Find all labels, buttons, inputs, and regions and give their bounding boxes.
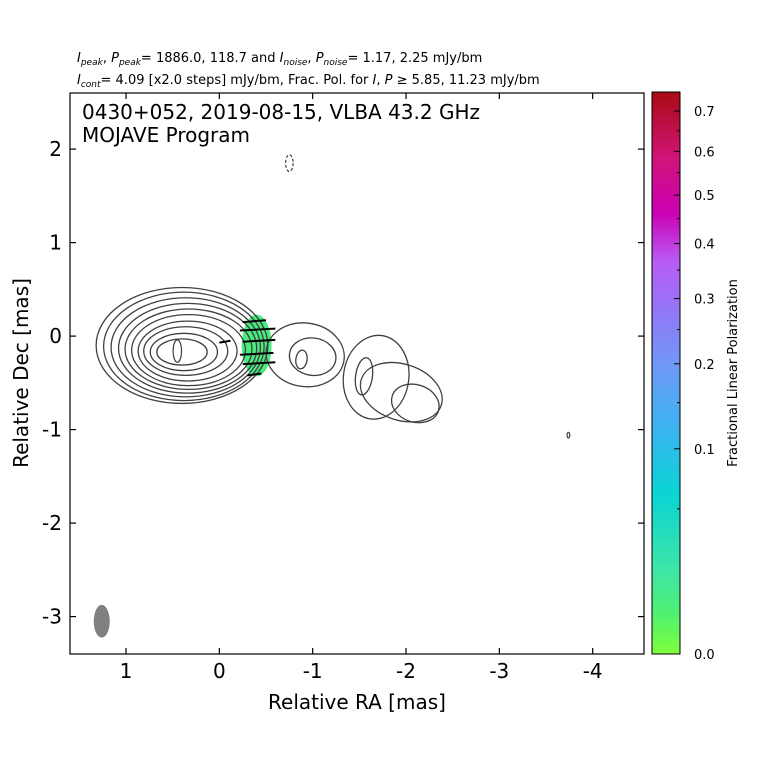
header-p-symbol: P: [111, 51, 119, 66]
contour-jet-knot-6: [390, 383, 440, 424]
contour-jet-knot-3: [359, 361, 443, 423]
header-p-sub: peak: [118, 58, 142, 68]
evpa-tick-2: [242, 338, 276, 343]
evpa-tick-5: [247, 372, 262, 377]
header-sep-2: ,: [307, 51, 315, 66]
header-p2-sub: noise: [324, 58, 348, 68]
header-i-symbol: I: [77, 51, 81, 66]
header-line-2: Icont= 4.09 [x2.0 steps] mJy/bm, Frac. P…: [77, 73, 540, 90]
plot-frame: [69, 92, 645, 655]
colorbar-tick-label: 0.4: [694, 238, 715, 253]
y-tick-label: 1: [49, 231, 62, 255]
colorbar-tick-label: 0.5: [694, 189, 715, 204]
y-axis-label: Relative Dec [mas]: [9, 278, 33, 468]
evpa-tick-6: [219, 339, 231, 344]
contour-core-2: [110, 297, 262, 398]
header-i2-sub: noise: [283, 58, 307, 68]
plot-title-line-1: 0430+052, 2019-08-15, VLBA 43.2 GHz: [82, 100, 480, 124]
contour-isolated-0: [172, 339, 183, 363]
header-sep: ,: [103, 51, 111, 66]
contour-core-1: [102, 291, 265, 402]
y-tick-label: -2: [42, 511, 62, 535]
evpa-tick-4: [242, 361, 276, 366]
contour-jet-knot-2: [295, 349, 308, 370]
header-line-1: Ipeak, Ppeak= 1886.0, 118.7 and Inoise, …: [77, 51, 482, 68]
plot-title-line-2: MOJAVE Program: [82, 123, 250, 147]
header-cont-threshold: ≥ 5.85, 11.23 mJy/bm: [392, 73, 539, 88]
colorbar-label: Fractional Linear Polarization: [726, 279, 741, 467]
axis-ticks: 1 0 -1 -2 -3 -4 2 1 0 -1 -2 -3: [42, 93, 644, 683]
contour-core-5: [130, 313, 247, 387]
x-tick-label: 1: [120, 659, 133, 683]
header-i2-symbol: I: [280, 51, 284, 66]
contour-core-6: [137, 320, 238, 382]
contour-jet-knot-0: [265, 322, 345, 388]
header-noise-values: = 1.17, 2.25 mJy/bm: [347, 51, 482, 66]
colorbar-tick-label: 0.2: [694, 358, 715, 373]
colorbar-tick-label: 0.3: [694, 293, 715, 308]
header-cont-sub: cont: [81, 80, 101, 90]
y-tick-label: -1: [42, 418, 62, 442]
header-cont-sep: ,: [376, 73, 384, 88]
contour-isolated-1: [285, 154, 294, 173]
colorbar-tick-label: 0.1: [694, 443, 715, 458]
contour-jet-knot-1: [288, 337, 337, 377]
beam-ellipse: [93, 604, 110, 638]
header-peak-values: = 1886.0, 118.7 and: [141, 51, 280, 66]
contour-isolated-2: [566, 431, 571, 439]
x-tick-label: -3: [489, 659, 509, 683]
header-p2-symbol: P: [316, 51, 324, 66]
header-cont-p: P: [385, 73, 393, 88]
y-tick-label: 2: [49, 137, 62, 161]
contour-core-8: [149, 332, 219, 372]
evpa-tick-0: [242, 319, 267, 324]
colorbar-ticks: 0.0 0.1 0.2 0.3 0.4 0.5 0.6 0.7: [674, 105, 715, 663]
header-cont-symbol: I: [77, 73, 81, 88]
x-tick-label: -2: [396, 659, 416, 683]
contour-core-9: [156, 338, 208, 366]
contour-core-4: [124, 308, 253, 391]
colorbar: [651, 91, 681, 655]
evpa-tick-3: [239, 351, 274, 356]
header-cont-i: I: [373, 73, 377, 88]
header-cont-text: = 4.09 [x2.0 steps] mJy/bm, Frac. Pol. f…: [101, 73, 373, 88]
colorbar-tick-label: 0.0: [694, 648, 715, 663]
contour-jet-knot-5: [354, 357, 374, 396]
x-tick-label: -1: [303, 659, 323, 683]
evpa-tick-1: [239, 327, 276, 332]
x-axis-label: Relative RA [mas]: [268, 690, 446, 714]
header-i-sub: peak: [80, 58, 104, 68]
contour-core-3: [117, 302, 258, 394]
plot-area: [93, 154, 571, 638]
y-tick-label: 0: [49, 324, 62, 348]
colorbar-tick-label: 0.7: [694, 105, 715, 120]
colorbar-tick-label: 0.6: [694, 145, 715, 160]
x-tick-label: 0: [213, 659, 226, 683]
contour-core-7: [143, 326, 229, 377]
contour-jet-knot-4: [342, 334, 410, 420]
y-tick-label: -3: [42, 605, 62, 629]
x-tick-label: -4: [583, 659, 603, 683]
